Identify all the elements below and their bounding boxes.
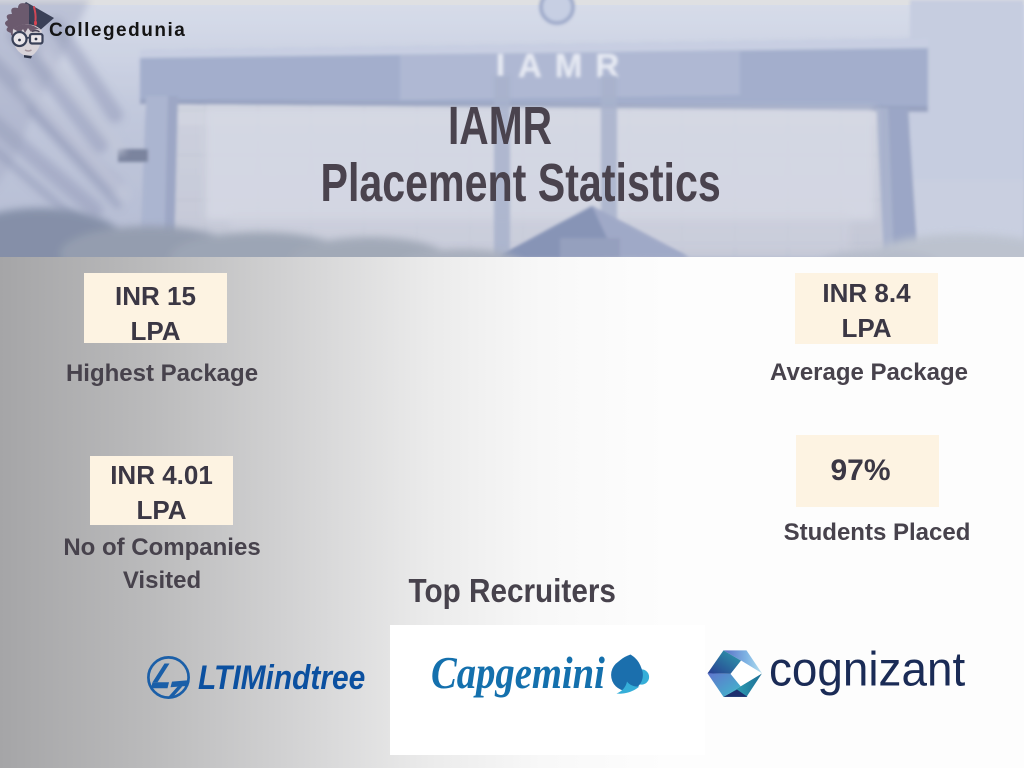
- svg-text:cognizant: cognizant: [769, 643, 965, 696]
- svg-text:Capgemini: Capgemini: [431, 648, 605, 699]
- svg-text:LTIMindtree: LTIMindtree: [198, 658, 365, 696]
- svg-text:IAMR: IAMR: [496, 47, 632, 84]
